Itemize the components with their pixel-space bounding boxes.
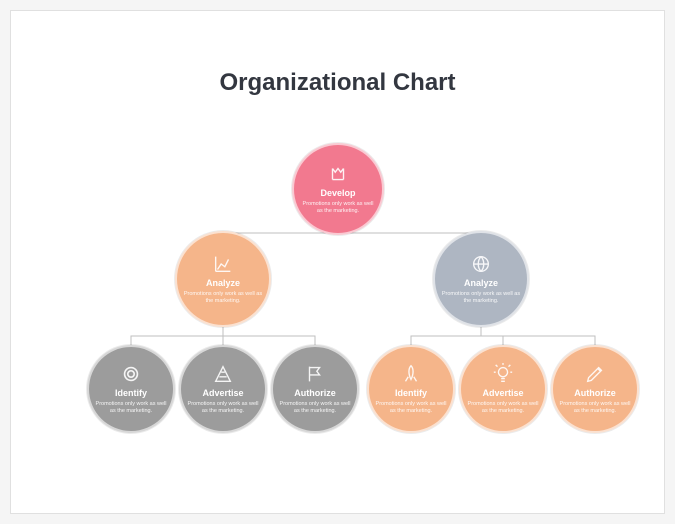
node-subtitle: Promotions only work as well as the mark… [279, 401, 351, 414]
node-label: Advertise [202, 389, 243, 399]
node-r2: Advertise Promotions only work as well as… [459, 345, 547, 433]
bulb-icon [492, 363, 514, 385]
node-subtitle: Promotions only work as well as the mark… [467, 401, 539, 414]
flag-icon [304, 363, 326, 385]
crown-icon [327, 163, 349, 185]
node-subtitle: Promotions only work as well as the mark… [441, 291, 521, 304]
node-left: Analyze Promotions only work as well as t… [175, 231, 271, 327]
chart-icon [212, 253, 234, 275]
rocket-icon [400, 363, 422, 385]
node-label: Authorize [294, 389, 336, 399]
pyramid-icon [212, 363, 234, 385]
pen-icon [584, 363, 606, 385]
ring-icon [120, 363, 142, 385]
chart-frame: Organizational Chart DevelopPromotions o… [10, 10, 665, 514]
node-label: Advertise [482, 389, 523, 399]
globe-icon [470, 253, 492, 275]
node-label: Identify [115, 389, 147, 399]
node-r1: Identify Promotions only work as well as … [367, 345, 455, 433]
node-subtitle: Promotions only work as well as the mark… [187, 401, 259, 414]
node-subtitle: Promotions only work as well as the mark… [300, 201, 376, 214]
node-l3: Authorize Promotions only work as well as… [271, 345, 359, 433]
node-label: Identify [395, 389, 427, 399]
node-label: Analyze [464, 279, 498, 289]
node-label: Develop [320, 189, 355, 199]
node-subtitle: Promotions only work as well as the mark… [95, 401, 167, 414]
node-label: Authorize [574, 389, 616, 399]
node-l2: Advertise Promotions only work as well as… [179, 345, 267, 433]
node-subtitle: Promotions only work as well as the mark… [375, 401, 447, 414]
node-l1: Identify Promotions only work as well as … [87, 345, 175, 433]
node-r3: Authorize Promotions only work as well as… [551, 345, 639, 433]
org-chart: Develop Promotions only work as well as t… [11, 11, 664, 513]
node-subtitle: Promotions only work as well as the mark… [559, 401, 631, 414]
node-subtitle: Promotions only work as well as the mark… [183, 291, 263, 304]
node-root: Develop Promotions only work as well as t… [292, 143, 384, 235]
node-label: Analyze [206, 279, 240, 289]
node-right: Analyze Promotions only work as well as t… [433, 231, 529, 327]
